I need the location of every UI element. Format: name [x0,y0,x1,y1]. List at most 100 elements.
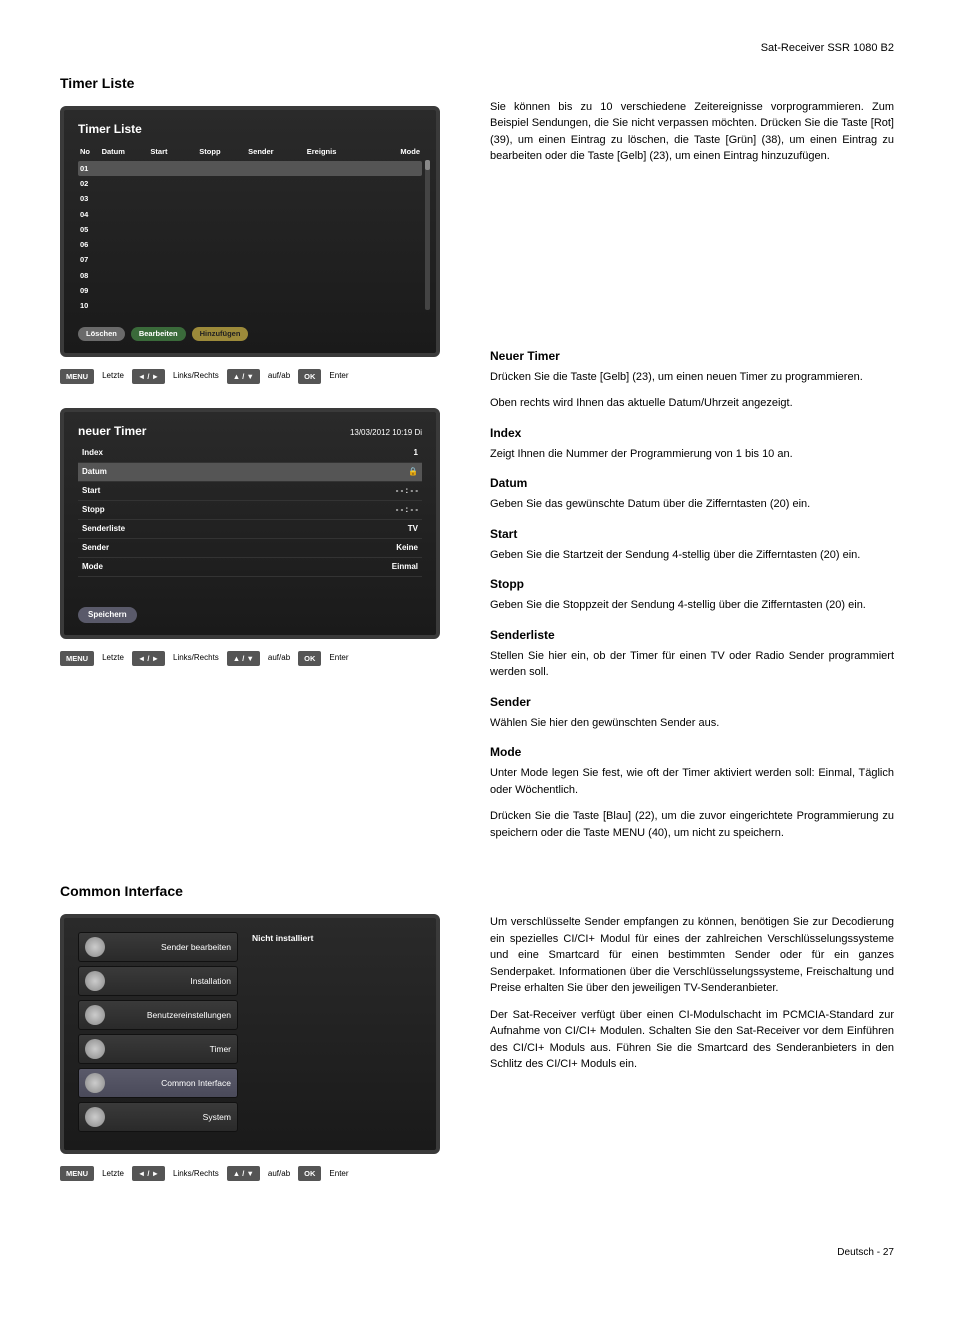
lr-key[interactable]: ◄ / ► [132,651,165,666]
body-text: Der Sat-Receiver verfügt über einen CI-M… [490,1007,894,1073]
field-value: 1 [414,447,418,459]
field-value: Einmal [392,561,418,573]
field-mode[interactable]: Mode Einmal [78,558,422,577]
field-value: - - : - - [396,485,418,497]
col-ereignis: Ereignis [305,146,383,157]
field-sender[interactable]: SenderKeine [78,539,422,558]
gear-icon [85,1005,105,1025]
ud-key[interactable]: ▲ / ▼ [227,651,260,666]
footer-page: 27 [883,1247,894,1258]
nav-label: Links/Rechts [173,1168,219,1180]
menu-list: Sender bearbeiten Installation Benutzere… [78,932,238,1136]
table-row[interactable]: 09 [78,283,422,298]
body-text: Drücken Sie die Taste [Gelb] (23), um ei… [490,369,894,386]
table-row[interactable]: 01 [78,161,422,176]
body-text: Um verschlüsselte Sender empfangen zu kö… [490,914,894,997]
lr-key[interactable]: ◄ / ► [132,1166,165,1181]
nav-label: Links/Rechts [173,652,219,664]
footer-buttons: Löschen Bearbeiten Hinzufügen [64,321,436,352]
cell-no: 10 [78,300,100,311]
menu-sender-bearbeiten[interactable]: Sender bearbeiten [78,932,238,962]
timestamp: 13/03/2012 10:19 Di [336,417,436,439]
body-text: Stellen Sie hier ein, ob der Timer für e… [490,648,894,681]
body-text: Zeigt Ihnen die Nummer der Programmierun… [490,446,894,463]
field-index[interactable]: Index1 [78,444,422,463]
field-senderliste[interactable]: SenderlisteTV [78,520,422,539]
field-label: Start [82,485,100,497]
nav-label: Enter [329,1168,348,1180]
field-label: Mode [82,561,103,573]
menu-benutzer[interactable]: Benutzereinstellungen [78,1000,238,1030]
table-row[interactable]: 03 [78,191,422,206]
heading-datum: Datum [490,474,894,492]
field-start[interactable]: Start - - : - - [78,482,422,501]
nav-bar: MENU Letzte ◄ / ► Links/Rechts ▲ / ▼ auf… [60,1166,440,1181]
cell-no: 08 [78,270,100,281]
satellite-icon [85,971,105,991]
menu-system[interactable]: System [78,1102,238,1132]
field-stopp[interactable]: Stopp- - : - - [78,501,422,520]
nav-bar: MENU Letzte ◄ / ► Links/Rechts ▲ / ▼ auf… [60,369,440,384]
ok-key[interactable]: OK [298,1166,321,1181]
ud-key[interactable]: ▲ / ▼ [227,369,260,384]
heading-index: Index [490,424,894,442]
nav-label: auf/ab [268,370,290,382]
menu-key[interactable]: MENU [60,1166,94,1181]
delete-button[interactable]: Löschen [78,327,125,340]
cell-no: 07 [78,254,100,265]
menu-label: Common Interface [161,1077,231,1090]
field-value: - - : - - [396,504,418,516]
cell-no: 09 [78,285,100,296]
table-row[interactable]: 06 [78,237,422,252]
field-value: Keine [396,542,418,554]
lr-key[interactable]: ◄ / ► [132,369,165,384]
screenshot-neuer-timer: neuer Timer 13/03/2012 10:19 Di Index1 D… [60,408,440,639]
add-button[interactable]: Hinzufügen [192,327,249,340]
menu-label: Benutzereinstellungen [147,1009,231,1022]
edit-button[interactable]: Bearbeiten [131,327,186,340]
scrollbar-icon [425,160,430,310]
ud-key[interactable]: ▲ / ▼ [227,1166,260,1181]
body-text: Drücken Sie die Taste [Blau] (22), um di… [490,808,894,841]
table-head: No Datum Start Stopp Sender Ereignis Mod… [64,142,436,161]
nav-label: Letzte [102,652,124,664]
field-label: Senderliste [82,523,125,535]
ok-key[interactable]: OK [298,369,321,384]
body-text: Wählen Sie hier den gewünschten Sender a… [490,715,894,732]
screenshot-timer-liste: Timer Liste No Datum Start Stopp Sender … [60,106,440,357]
menu-label: Timer [210,1043,231,1056]
body-text: Sie können bis zu 10 verschiedene Zeiter… [490,99,894,165]
col-start: Start [148,146,197,157]
menu-installation[interactable]: Installation [78,966,238,996]
cell-no: 02 [78,178,100,189]
nav-label: Letzte [102,1168,124,1180]
table-row[interactable]: 02 [78,176,422,191]
table-row[interactable]: 04 [78,207,422,222]
ok-key[interactable]: OK [298,651,321,666]
table-row[interactable]: 08 [78,268,422,283]
heading-senderliste: Senderliste [490,626,894,644]
nav-label: Letzte [102,370,124,382]
menu-key[interactable]: MENU [60,369,94,384]
save-button[interactable]: Speichern [78,607,137,623]
card-icon [85,1073,105,1093]
field-label: Datum [82,466,107,478]
nav-label: Enter [329,652,348,664]
table-row[interactable]: 07 [78,252,422,267]
col-mode: Mode [383,146,422,157]
menu-label: Sender bearbeiten [161,941,231,954]
footer-lang: Deutsch [837,1247,874,1258]
table-row[interactable]: 10 [78,298,422,313]
nav-bar: MENU Letzte ◄ / ► Links/Rechts ▲ / ▼ auf… [60,651,440,666]
field-datum[interactable]: Datum 🔒 [78,463,422,482]
screenshot-common-interface: Sender bearbeiten Installation Benutzere… [60,914,440,1154]
cell-no: 01 [78,163,100,174]
menu-common-interface[interactable]: Common Interface [78,1068,238,1098]
footer-sep: - [874,1247,883,1258]
table-row[interactable]: 05 [78,222,422,237]
col-stopp: Stopp [197,146,246,157]
lock-icon: 🔒 [408,466,418,478]
menu-key[interactable]: MENU [60,651,94,666]
section-title-timer-liste: Timer Liste [60,73,460,94]
menu-timer[interactable]: Timer [78,1034,238,1064]
